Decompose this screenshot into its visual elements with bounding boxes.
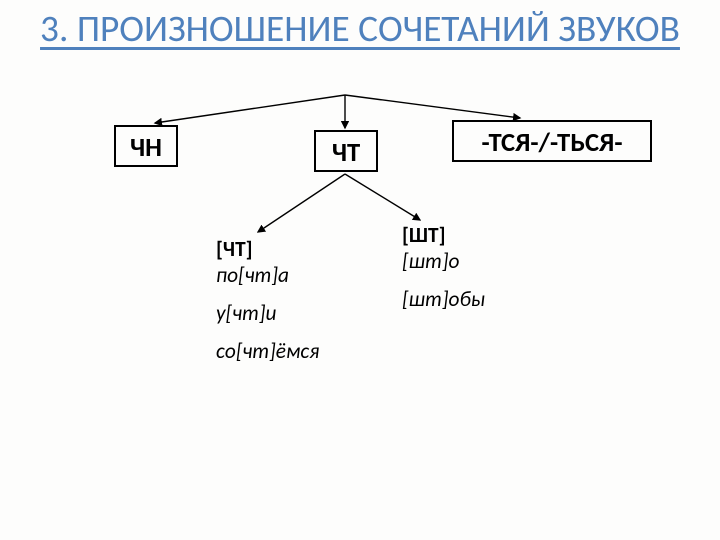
leaf-cht-header: [ЧТ] bbox=[216, 236, 253, 262]
leaf-cht-item: со[чт]ёмся bbox=[216, 338, 319, 364]
leaf-cht-item: у[чт]и bbox=[216, 300, 276, 326]
node-tsya-label: -ТСЯ-/-ТЬСЯ- bbox=[481, 127, 622, 159]
connector-line bbox=[258, 174, 345, 232]
node-cht: ЧТ bbox=[314, 130, 378, 172]
node-cht-label: ЧТ bbox=[332, 137, 360, 169]
connector-line bbox=[345, 174, 420, 220]
connector-line bbox=[155, 95, 345, 123]
node-tsya: -ТСЯ-/-ТЬСЯ- bbox=[452, 120, 652, 162]
connector-line bbox=[345, 95, 520, 118]
node-chn: ЧН bbox=[114, 125, 178, 167]
leaf-sht-item: [шт]о bbox=[402, 248, 459, 274]
connector-layer bbox=[0, 0, 720, 540]
leaf-sht-item: [шт]обы bbox=[402, 286, 485, 312]
leaf-cht-item: по[чт]а bbox=[216, 262, 289, 288]
node-chn-label: ЧН bbox=[130, 132, 162, 164]
leaf-sht-header: [ШТ] bbox=[402, 222, 446, 248]
